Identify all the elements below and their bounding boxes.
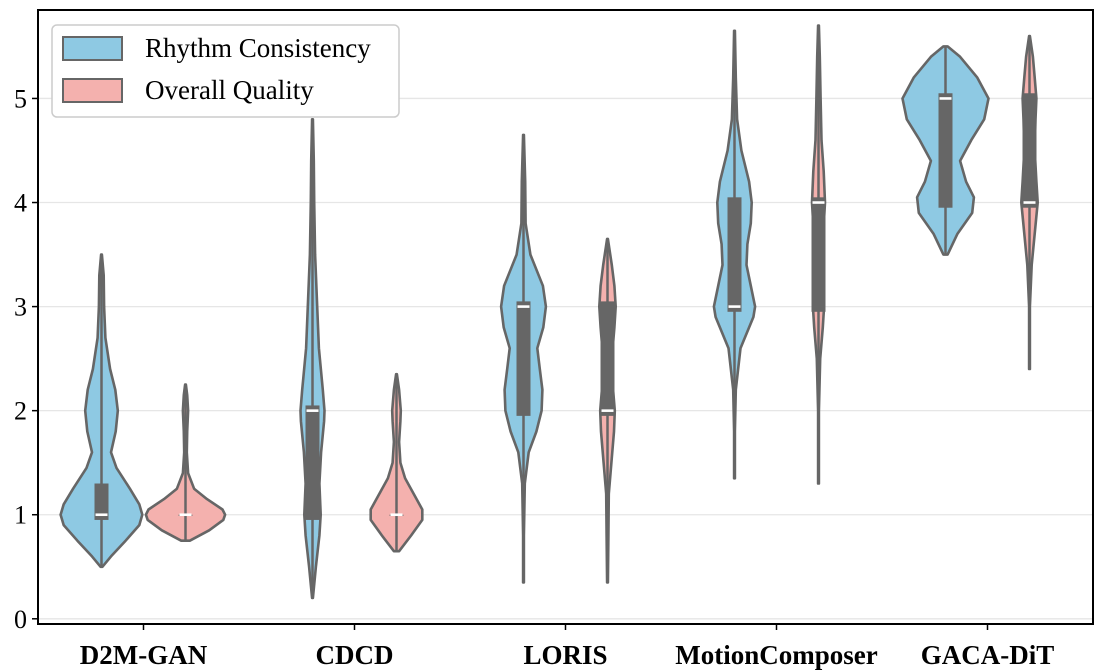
legend-label-rhythm-consistency: Rhythm Consistency: [145, 33, 371, 63]
x-tick-label-cdcd: CDCD: [316, 640, 394, 670]
violin-iqr-box: [727, 197, 742, 312]
violin-rhythm-consistency-cdcd: [299, 118, 326, 600]
legend: Rhythm Consistency Overall Quality: [51, 24, 400, 118]
y-tick-label: 4: [14, 189, 27, 218]
y-tick-label: 5: [14, 84, 27, 113]
legend-label-overall-quality: Overall Quality: [145, 75, 314, 105]
violin-overall-quality-d2m-gan: [144, 383, 227, 542]
legend-swatch-rhythm-consistency: [62, 36, 123, 61]
violin-iqr-box: [516, 301, 531, 416]
y-axis: 0 1 2 3 4 5: [14, 84, 38, 634]
x-tick-label-d2m-gan: D2M-GAN: [80, 640, 208, 670]
violin-iqr-box: [1022, 93, 1037, 208]
violin-rhythm-consistency-motioncomposer: [712, 29, 757, 480]
x-tick-label-motioncomposer: MotionComposer: [675, 640, 877, 670]
violin-iqr-box: [811, 197, 826, 312]
violin-rhythm-consistency-d2m-gan: [59, 253, 144, 569]
violin-iqr-box: [305, 405, 320, 520]
violin-overall-quality-motioncomposer: [810, 24, 827, 485]
violin-rhythm-consistency-gaca-dit: [901, 45, 990, 256]
violin-overall-quality-loris: [598, 237, 617, 584]
violin-rhythm-consistency-loris: [499, 133, 548, 584]
y-tick-label: 3: [14, 293, 27, 322]
x-axis: D2M-GAN CDCD LORIS MotionComposer GACA-DiT: [80, 624, 1054, 670]
violin-iqr-box: [94, 483, 109, 520]
legend-swatch-overall-quality: [62, 78, 123, 103]
violin-marks: [59, 24, 1039, 600]
violin-overall-quality-cdcd: [369, 372, 424, 553]
y-tick-label: 2: [14, 397, 27, 426]
y-tick-label: 1: [14, 501, 27, 530]
x-tick-label-loris: LORIS: [523, 640, 607, 670]
legend-frame: [51, 24, 400, 118]
violin-iqr-box: [938, 93, 953, 208]
violin-overall-quality-gaca-dit: [1020, 34, 1039, 371]
y-tick-label: 0: [14, 605, 27, 634]
x-tick-label-gaca-dit: GACA-DiT: [921, 640, 1055, 670]
violin-iqr-box: [600, 301, 615, 416]
